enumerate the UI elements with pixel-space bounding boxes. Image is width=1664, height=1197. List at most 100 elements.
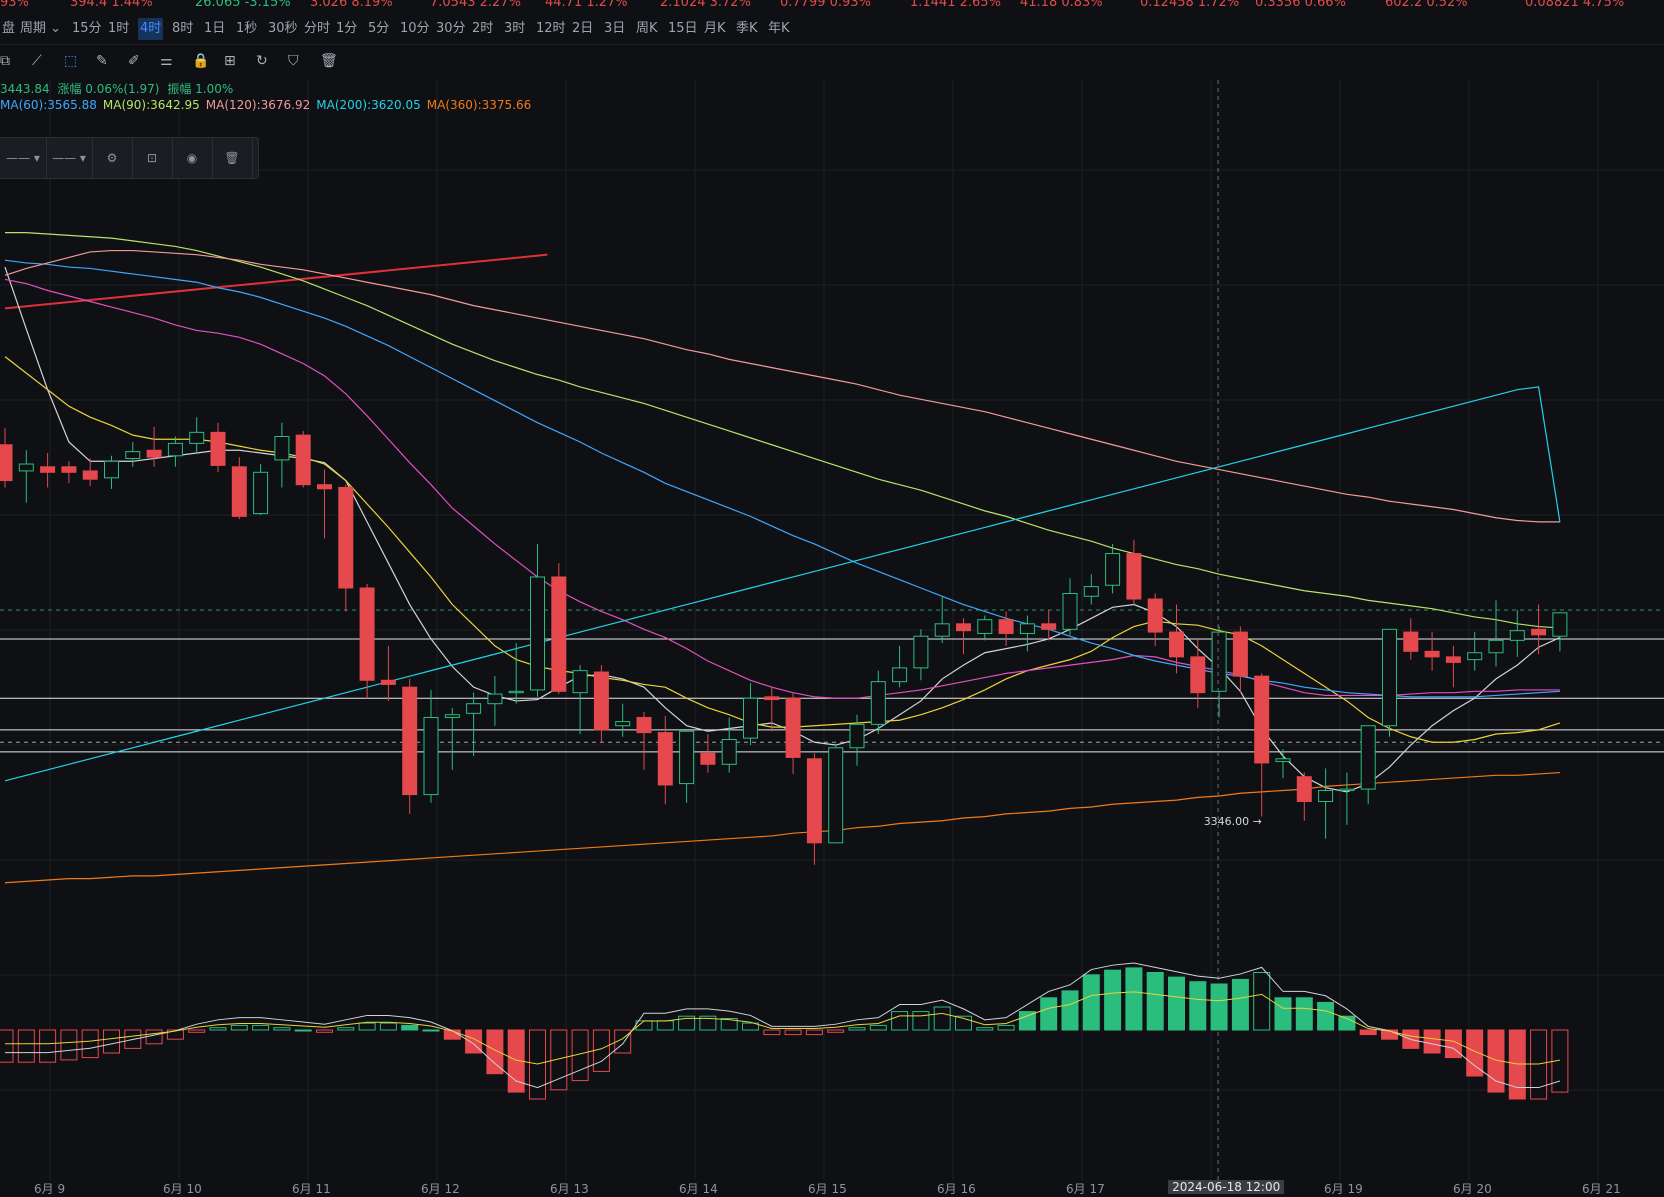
candle-body <box>338 486 354 589</box>
rotate-icon[interactable]: ↻ <box>256 53 268 69</box>
ticker-item[interactable]: 0.3356 0.66% <box>1255 0 1346 10</box>
candle-body <box>849 723 865 749</box>
candles-icon[interactable]: ⚌ <box>160 53 173 69</box>
candle-body <box>892 667 908 683</box>
period-季K[interactable]: 季K <box>736 21 758 36</box>
indicator-icon[interactable]: ⊞ <box>224 53 236 69</box>
candle-body <box>1382 628 1397 727</box>
drawing-toolbar: —— ▾ —— ▾ ⚙ ⊡ ◉ 🗑 <box>0 137 259 179</box>
period-3时[interactable]: 3时 <box>504 21 526 36</box>
candle-body <box>1467 652 1483 661</box>
x-axis-label: 6月 21 <box>1582 1182 1621 1196</box>
period-月K[interactable]: 月K <box>704 21 726 36</box>
period-30秒[interactable]: 30秒 <box>268 21 298 36</box>
candle-body <box>487 693 503 705</box>
settings-icon[interactable]: ⚙ <box>92 138 133 178</box>
ticker-item[interactable]: 0.12458 1.72% <box>1140 0 1240 10</box>
ticker-item[interactable]: 26.065 -3.15% <box>195 0 291 10</box>
period-1秒[interactable]: 1秒 <box>236 21 258 36</box>
ticker-item[interactable]: 0.08821 4.75% <box>1525 0 1625 10</box>
candle-body <box>870 681 886 725</box>
candle-body <box>189 431 205 444</box>
line-width-dropdown[interactable]: —— ▾ <box>46 138 93 178</box>
ma-legend: MA(60):3565.88 MA(90):3642.95 MA(120):3676… <box>0 98 537 112</box>
ma-line <box>4 266 1561 793</box>
ticker-item[interactable]: 7.0543 2.27% <box>430 0 521 10</box>
period-周K[interactable]: 周K <box>636 21 658 36</box>
candle-body <box>1488 639 1504 654</box>
macd-bar <box>39 1029 57 1063</box>
macd-bar <box>316 1029 333 1033</box>
lock-icon[interactable]: ⊡ <box>132 138 173 178</box>
ticker-item[interactable]: 41.18 0.83% <box>1020 0 1103 10</box>
macd-bar <box>209 1027 227 1031</box>
candle-body <box>764 696 780 701</box>
trash-icon[interactable]: 🗑 <box>212 138 253 178</box>
macd-bar <box>1274 997 1292 1031</box>
candle-body <box>1041 623 1057 630</box>
period-1日[interactable]: 1日 <box>204 21 226 36</box>
ma-legend-item: MA(360):3375.66 <box>426 98 532 112</box>
tool-row: ⧉ ⟋ ⬚ ✎ ✐ ⚌ 🔒 ⊞ ↻ ⛉ 🗑 <box>0 46 1664 78</box>
period-8时[interactable]: 8时 <box>172 21 194 36</box>
macd-bar <box>997 1024 1015 1031</box>
period-年K[interactable]: 年K <box>768 21 790 36</box>
select-icon[interactable]: ⬚ <box>64 53 78 69</box>
period-10分[interactable]: 10分 <box>400 21 430 36</box>
macd-bar <box>784 1029 802 1036</box>
period-12时[interactable]: 12时 <box>536 21 566 36</box>
ticker-item[interactable]: 44.71 1.27% <box>545 0 628 10</box>
period-dropdown[interactable]: 周期 ⌄ <box>20 21 62 36</box>
candle-body <box>956 623 971 632</box>
candle-body <box>104 460 119 479</box>
candle-body <box>615 721 631 727</box>
macd-bar <box>1104 969 1122 1031</box>
trash-icon[interactable]: 🗑 <box>320 53 338 69</box>
period-2时[interactable]: 2时 <box>472 21 494 36</box>
ticker-item[interactable]: 394.4 1.44% <box>70 0 153 10</box>
period-15日[interactable]: 15日 <box>668 21 698 36</box>
macd-bar <box>1359 1029 1377 1036</box>
pen-icon[interactable]: ✐ <box>128 53 140 69</box>
line-style-dropdown[interactable]: —— ▾ <box>0 138 47 178</box>
macd-bar <box>592 1029 610 1072</box>
period-3日[interactable]: 3日 <box>604 21 626 36</box>
layers-icon[interactable]: ⧉ <box>0 53 10 69</box>
period-分时[interactable]: 分时 <box>304 21 331 36</box>
ticker-item[interactable]: 3.026 8.19% <box>310 0 393 10</box>
candle-body <box>1360 725 1376 790</box>
period-15分[interactable]: 15分 <box>72 21 102 36</box>
period-2日[interactable]: 2日 <box>572 21 594 36</box>
eye-icon[interactable]: ◉ <box>172 138 213 178</box>
candle-body <box>423 716 439 796</box>
macd-bar <box>848 1027 866 1031</box>
candle-body <box>593 671 609 731</box>
macd-bar <box>145 1029 163 1045</box>
candle-body <box>1318 789 1334 802</box>
macd-bar <box>486 1029 504 1075</box>
magnet-icon[interactable]: ⟋ <box>32 53 42 69</box>
period-5分[interactable]: 5分 <box>368 21 390 36</box>
ticker-item[interactable]: 1.1441 2.65% <box>910 0 1001 10</box>
candle-body <box>508 690 524 694</box>
candle-body <box>167 442 183 457</box>
period-1时[interactable]: 1时 <box>108 21 130 36</box>
ma-legend-item: MA(90):3642.95 <box>102 98 200 112</box>
candle-body <box>125 451 141 460</box>
ticker-item[interactable]: 0.7799 0.93% <box>780 0 871 10</box>
lock-icon[interactable]: 🔒 <box>192 53 210 69</box>
period-1分[interactable]: 1分 <box>336 21 358 36</box>
macd-bar <box>358 1022 376 1031</box>
ruler-icon[interactable]: ✎ <box>96 53 108 69</box>
macd-bar <box>1466 1029 1484 1077</box>
filter-icon[interactable]: ⛉ <box>288 53 299 69</box>
ticker-item[interactable]: 2.1024 3.72% <box>660 0 751 10</box>
macd-bar <box>294 1029 312 1032</box>
period-4时[interactable]: 4时 <box>138 18 164 40</box>
ticker-item[interactable]: 93% <box>0 0 29 10</box>
change-info: 涨幅 0.06%(1.97) <box>57 82 160 96</box>
ticker-item[interactable]: 602.2 0.52% <box>1385 0 1468 10</box>
macd-bar <box>1487 1029 1505 1093</box>
period-30分[interactable]: 30分 <box>436 21 466 36</box>
